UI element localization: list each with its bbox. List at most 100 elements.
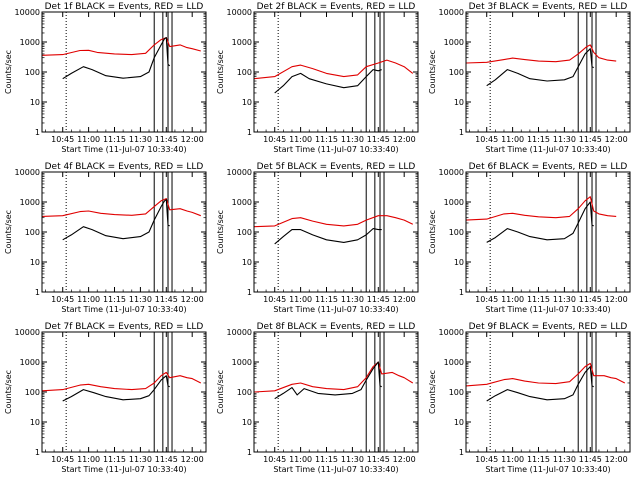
y-axis-label: Counts/sec [428,50,437,94]
x-tick-label: 11:00 [501,455,524,464]
x-tick-label: 11:45 [579,135,602,144]
y-tick-label: 10000 [227,168,252,177]
x-tick-label: 11:30 [129,295,152,304]
x-tick-label: 11:15 [103,135,126,144]
x-axis-label: Start Time (11-Jul-07 10:33:40) [273,145,398,154]
x-tick-label: 11:00 [77,455,100,464]
x-tick-label: 12:00 [181,135,204,144]
y-tick-label: 10 [454,258,464,267]
x-tick-label: 11:00 [289,455,312,464]
series-line-red [465,44,617,64]
plot-frame [465,11,631,133]
x-tick-label: 10:45 [263,295,286,304]
x-tick-label: 12:00 [393,455,416,464]
chart-title: Det 1f BLACK = Events, RED = LLD [45,2,204,12]
x-tick-label: 12:00 [605,135,628,144]
y-tick-label: 100 [237,228,252,237]
y-tick-label: 10000 [15,328,40,337]
boxed-time-marker [591,171,597,293]
y-tick-label: 10 [454,418,464,427]
y-tick-label: 1000 [20,358,40,367]
y-tick-label: 10 [242,98,252,107]
x-tick-label: 11:15 [527,135,550,144]
x-tick-label: 11:00 [289,295,312,304]
chart-panel-4: Det 4f BLACK = Events, RED = LLD 1 10 100 10… [4,162,207,314]
y-axis-label: Counts/sec [216,370,225,414]
x-tick-label: 11:15 [315,295,338,304]
x-tick-label: 11:30 [553,135,576,144]
y-tick-label: 10 [30,258,40,267]
y-tick-label: 100 [25,68,40,77]
chart-panel-9: Det 9f BLACK = Events, RED = LLD 1 10 100 10… [428,322,631,474]
x-tick-label: 11:30 [341,455,364,464]
x-tick-label: 11:45 [155,455,178,464]
y-tick-label: 1000 [232,358,252,367]
x-tick-label: 11:45 [579,295,602,304]
x-tick-label: 11:00 [77,295,100,304]
series-line-black [62,199,170,241]
series-line-red [253,361,414,393]
chart-panel-1: Det 1f BLACK = Events, RED = LLD 1 10 100 10… [4,2,207,154]
y-tick-label: 1 [35,448,40,457]
y-tick-label: 10000 [15,8,40,17]
chart-title: Det 4f BLACK = Events, RED = LLD [45,162,204,172]
boxed-time-marker [167,171,173,293]
y-tick-label: 100 [237,68,252,77]
chart-title: Det 3f BLACK = Events, RED = LLD [469,2,628,12]
y-tick-label: 1000 [20,198,40,207]
boxed-time-marker [167,331,173,453]
x-tick-label: 10:45 [475,135,498,144]
x-tick-label: 10:45 [51,455,74,464]
x-tick-label: 11:15 [527,295,550,304]
y-tick-label: 1000 [444,38,464,47]
x-tick-label: 11:00 [501,295,524,304]
plot-frame [465,171,631,293]
series-line-red [253,59,414,80]
y-axis-label: Counts/sec [4,370,13,414]
x-tick-label: 11:30 [341,295,364,304]
x-tick-label: 11:45 [155,135,178,144]
x-tick-label: 11:45 [367,295,390,304]
x-tick-label: 11:15 [103,455,126,464]
x-tick-label: 11:30 [129,135,152,144]
y-tick-label: 1000 [232,198,252,207]
x-tick-label: 11:45 [367,455,390,464]
y-axis-label: Counts/sec [428,370,437,414]
y-tick-label: 100 [449,228,464,237]
y-tick-label: 100 [25,388,40,397]
series-line-black [62,375,170,402]
series-line-red [465,362,626,387]
series-line-red [41,37,201,56]
x-tick-label: 10:45 [263,455,286,464]
x-axis-label: Start Time (11-Jul-07 10:33:40) [61,145,186,154]
boxed-time-marker [167,11,173,133]
x-tick-label: 12:00 [393,295,416,304]
x-tick-label: 11:15 [103,295,126,304]
chart-title: Det 9f BLACK = Events, RED = LLD [469,322,628,332]
y-tick-label: 10000 [439,168,464,177]
y-tick-label: 1 [247,448,252,457]
y-axis-label: Counts/sec [4,210,13,254]
boxed-time-marker [379,331,385,453]
x-axis-label: Start Time (11-Jul-07 10:33:40) [485,305,610,314]
chart-title: Det 2f BLACK = Events, RED = LLD [257,2,416,12]
boxed-time-marker [379,11,385,133]
x-axis-label: Start Time (11-Jul-07 10:33:40) [485,465,610,474]
x-tick-label: 12:00 [181,295,204,304]
x-tick-label: 11:45 [579,455,602,464]
y-tick-label: 1 [459,288,464,297]
y-tick-label: 1 [35,288,40,297]
x-tick-label: 11:15 [315,455,338,464]
x-tick-label: 11:30 [129,455,152,464]
y-tick-label: 10 [30,418,40,427]
x-axis-label: Start Time (11-Jul-07 10:33:40) [61,305,186,314]
y-tick-label: 100 [449,388,464,397]
x-tick-label: 12:00 [605,455,628,464]
series-line-black [486,201,594,243]
x-tick-label: 11:00 [77,135,100,144]
x-tick-label: 12:00 [605,295,628,304]
x-axis-label: Start Time (11-Jul-07 10:33:40) [273,305,398,314]
plot-frame [253,331,419,453]
series-line-red [465,196,617,221]
